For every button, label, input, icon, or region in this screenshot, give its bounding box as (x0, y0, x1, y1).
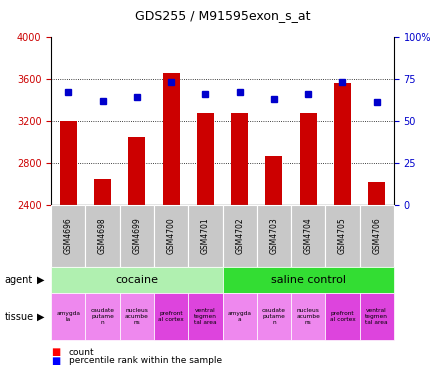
Bar (154, 205, 188, 267)
Text: ▶: ▶ (37, 275, 44, 285)
Bar (188, 205, 222, 267)
Bar (368, 182, 385, 205)
Bar (299, 113, 317, 205)
Bar (222, 205, 257, 267)
Text: count: count (69, 348, 95, 356)
Text: GSM4704: GSM4704 (303, 218, 313, 254)
Text: cocaine: cocaine (115, 275, 158, 285)
Text: GSM4696: GSM4696 (64, 218, 73, 254)
Bar (94, 179, 111, 205)
Text: nucleus
acumbe
ns: nucleus acumbe ns (296, 308, 320, 325)
Bar (51, 267, 223, 293)
Bar (291, 205, 325, 267)
Bar (51, 293, 85, 340)
Text: amygda
la: amygda la (57, 311, 80, 322)
Text: caudate
putame
n: caudate putame n (91, 308, 114, 325)
Bar (257, 205, 291, 267)
Bar (51, 205, 85, 267)
Text: GSM4698: GSM4698 (98, 218, 107, 254)
Text: saline control: saline control (271, 275, 346, 285)
Bar (360, 293, 394, 340)
Text: caudate
putame
n: caudate putame n (262, 308, 286, 325)
Text: ventral
tegmen
tal area: ventral tegmen tal area (365, 308, 388, 325)
Bar (360, 205, 394, 267)
Text: GSM4702: GSM4702 (235, 218, 244, 254)
Bar (120, 293, 154, 340)
Bar (154, 293, 188, 340)
Text: ■: ■ (51, 347, 61, 357)
Text: prefront
al cortex: prefront al cortex (158, 311, 184, 322)
Text: GSM4701: GSM4701 (201, 218, 210, 254)
Bar (325, 293, 360, 340)
Bar (257, 293, 291, 340)
Text: GDS255 / M91595exon_s_at: GDS255 / M91595exon_s_at (135, 9, 310, 22)
Bar (162, 74, 180, 205)
Text: ▶: ▶ (37, 311, 44, 322)
Text: GSM4705: GSM4705 (338, 218, 347, 254)
Bar (325, 205, 360, 267)
Text: nucleus
acumbe
ns: nucleus acumbe ns (125, 308, 149, 325)
Bar (128, 137, 146, 205)
Bar (197, 113, 214, 205)
Bar (85, 293, 120, 340)
Text: ■: ■ (51, 355, 61, 366)
Bar (231, 113, 248, 205)
Text: GSM4700: GSM4700 (166, 218, 176, 254)
Bar (291, 293, 325, 340)
Text: tissue: tissue (4, 311, 33, 322)
Bar (334, 83, 351, 205)
Bar (265, 156, 283, 205)
Text: GSM4699: GSM4699 (132, 218, 142, 254)
Bar (188, 293, 222, 340)
Bar (222, 293, 257, 340)
Text: GSM4703: GSM4703 (269, 218, 279, 254)
Bar (60, 121, 77, 205)
Bar (85, 205, 120, 267)
Text: agent: agent (4, 275, 32, 285)
Text: ventral
tegmen
tal area: ventral tegmen tal area (194, 308, 217, 325)
Text: GSM4706: GSM4706 (372, 218, 381, 254)
Text: amygda
a: amygda a (228, 311, 251, 322)
Bar (120, 205, 154, 267)
Text: percentile rank within the sample: percentile rank within the sample (69, 356, 222, 365)
Bar (222, 267, 394, 293)
Text: prefront
al cortex: prefront al cortex (330, 311, 355, 322)
